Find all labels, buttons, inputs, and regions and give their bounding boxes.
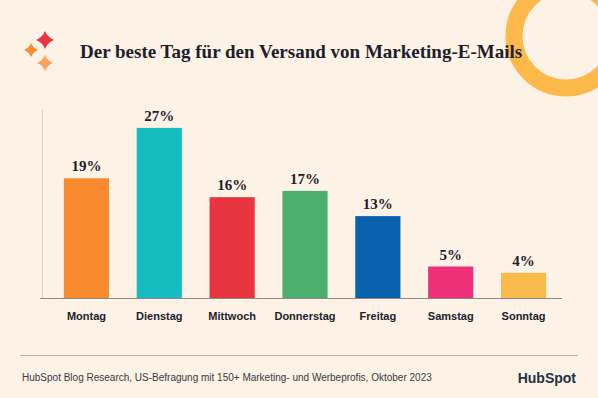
bar: [428, 267, 473, 299]
data-label: 5%: [439, 247, 462, 263]
bars: [64, 128, 546, 298]
x-tick-label: Freitag: [360, 310, 397, 322]
bar: [210, 197, 255, 298]
y-axis-line: [42, 110, 43, 299]
x-axis: Montag Dienstag Mittwoch Donnerstag Freitag S…: [40, 299, 562, 322]
data-label: 19%: [71, 158, 101, 174]
x-tick-label: Montag: [67, 310, 106, 322]
decor-ring: [514, 0, 598, 88]
x-tick: Sonntag: [502, 310, 546, 322]
decor-star: [36, 31, 54, 49]
x-tick-label: Donnerstag: [274, 310, 335, 322]
x-tick: Mittwoch: [208, 310, 256, 322]
data-label: 13%: [363, 196, 393, 212]
y-axis: [42, 110, 43, 299]
bar: [64, 178, 109, 298]
bar: [355, 216, 400, 298]
data-label: 16%: [217, 177, 247, 193]
data-label: 17%: [290, 171, 320, 187]
x-tick-label: Sonntag: [502, 310, 546, 322]
x-tick-label: Dienstag: [136, 310, 182, 322]
background: [0, 0, 598, 398]
data-label: 4%: [512, 253, 535, 269]
x-tick: Dienstag: [136, 310, 182, 322]
data-label: 27%: [144, 108, 174, 124]
bar: [282, 191, 327, 298]
source-note: HubSpot Blog Research, US-Befragung mit …: [22, 372, 432, 383]
footer-separator: [20, 355, 578, 356]
bar: [137, 128, 182, 298]
decor-star: [24, 43, 38, 57]
x-tick-label: Samstag: [428, 310, 474, 322]
chart-title: Der beste Tag für den Versand von Market…: [80, 41, 522, 62]
x-tick-label: Mittwoch: [208, 310, 256, 322]
decor-star: [37, 55, 53, 71]
chart-svg: Der beste Tag für den Versand von Market…: [0, 0, 598, 398]
x-tick: Samstag: [428, 310, 474, 322]
bar: [501, 273, 546, 298]
x-axis-line: [40, 298, 562, 299]
x-tick: Montag: [67, 310, 106, 322]
x-tick: Donnerstag: [274, 310, 335, 322]
chart-container: Der beste Tag für den Versand von Market…: [0, 0, 598, 398]
data-labels: 19% 27% 16% 17% 13% 5% 4%: [71, 108, 534, 269]
brand-logo: HubSpot: [518, 370, 577, 386]
x-tick: Freitag: [360, 310, 397, 322]
